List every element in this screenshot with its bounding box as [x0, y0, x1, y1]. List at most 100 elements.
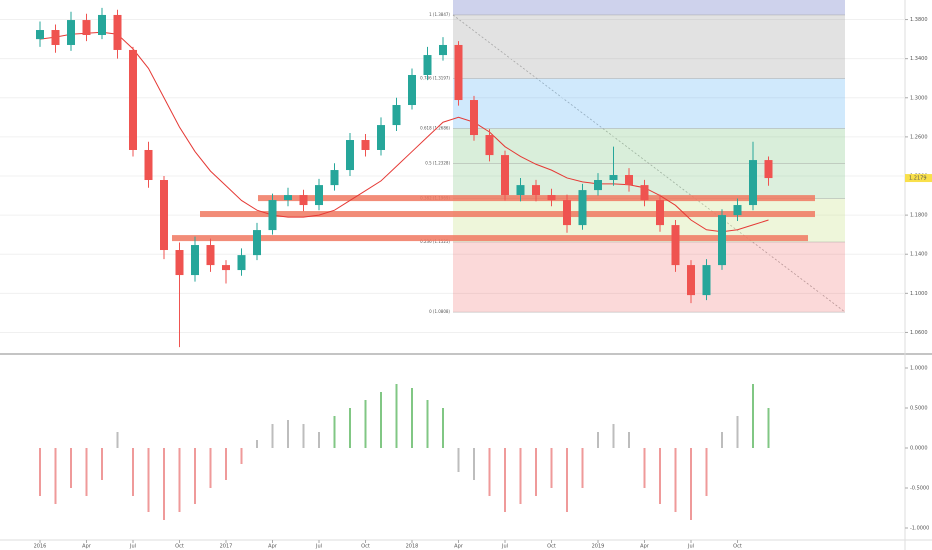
histogram-bar: [240, 448, 243, 464]
candle-body: [346, 140, 354, 171]
histogram-bar: [101, 448, 103, 480]
candle-body: [625, 175, 633, 186]
histogram-bar: [457, 448, 460, 472]
x-tick-label: 2016: [34, 544, 47, 550]
x-tick-label: Oct: [547, 544, 556, 550]
y-tick-label: 1.2600: [910, 134, 928, 140]
y-tick-label: 0.0000: [910, 446, 928, 452]
candle-body: [718, 215, 726, 266]
fib-band: [453, 128, 845, 164]
histogram-bar: [54, 448, 57, 504]
candle-body: [222, 265, 230, 271]
last-price-label: 1.2179: [909, 176, 927, 182]
y-tick-label: 1.1000: [910, 291, 928, 297]
candle-body: [594, 180, 602, 191]
candle-body: [640, 185, 649, 201]
y-tick-label: 1.1800: [910, 213, 928, 219]
candle-body: [160, 180, 168, 251]
histogram-bar: [736, 416, 739, 448]
histogram-bar: [721, 432, 723, 448]
histogram-bar: [333, 416, 336, 448]
histogram-bar: [488, 448, 491, 496]
histogram-bar: [225, 448, 227, 480]
histogram-bar: [163, 448, 165, 520]
candle-body: [454, 44, 463, 101]
x-tick-label: Jul: [315, 544, 322, 550]
fib-band: [453, 78, 845, 129]
y-tick-label: 1.3400: [910, 56, 928, 62]
fib-label: 0.786 (1.3197): [420, 76, 450, 81]
fib-label: 0.618 (1.2686): [420, 125, 450, 130]
histogram-bar: [566, 448, 568, 512]
y-tick-label: 1.1400: [910, 252, 928, 258]
histogram-bar: [504, 448, 506, 512]
y-tick-label: 1.0000: [910, 366, 928, 372]
histogram-bar: [550, 448, 553, 488]
histogram-bar: [705, 448, 708, 496]
histogram-bar: [178, 448, 181, 512]
x-tick-label: Apr: [268, 544, 278, 550]
histogram-bar: [194, 448, 196, 504]
candle-body: [253, 230, 261, 256]
histogram-bar: [581, 448, 584, 488]
histogram-bar: [39, 448, 41, 496]
x-tick-label: 2017: [220, 544, 233, 550]
x-tick-label: Apr: [640, 544, 650, 550]
candle-body: [361, 140, 370, 150]
candle-body: [330, 170, 339, 186]
histogram-bar: [674, 448, 677, 512]
candle-body: [749, 160, 757, 206]
candle-body: [315, 185, 323, 206]
candle-body: [423, 55, 432, 75]
zone: [172, 235, 808, 242]
fib-band: [453, 198, 845, 242]
histogram-bar: [318, 432, 320, 448]
candle-body: [532, 185, 540, 196]
histogram-bar: [659, 448, 661, 504]
candle-body: [51, 30, 60, 45]
fib-band: [453, 14, 845, 79]
candle-body: [237, 255, 246, 271]
x-tick-label: Jul: [129, 544, 136, 550]
histogram-bar: [209, 448, 212, 488]
candle-body: [144, 149, 153, 181]
histogram-bar: [426, 400, 429, 448]
histogram-bar: [256, 440, 258, 448]
candle-body: [656, 200, 664, 226]
candle-body: [67, 20, 75, 45]
y-tick-label: 1.0600: [910, 330, 928, 336]
histogram-bar: [147, 448, 150, 512]
zone: [200, 211, 815, 218]
candle-body: [439, 44, 447, 56]
fib-label: 0 (1.0808): [429, 309, 450, 314]
fib-label: 1 (1.3847): [429, 12, 450, 17]
candle-body: [113, 14, 122, 50]
fib-label: 0.5 (1.2328): [425, 160, 450, 165]
fib-band: [453, 242, 845, 313]
candle-body: [516, 185, 525, 196]
histogram-bar: [752, 384, 754, 448]
candle-body: [671, 225, 680, 266]
candle-body: [609, 175, 618, 181]
histogram-bar: [85, 448, 88, 496]
y-tick-label: -1.0000: [910, 526, 929, 532]
histogram-bar: [395, 384, 398, 448]
histogram-bar: [349, 408, 351, 448]
histogram-bar: [271, 424, 274, 448]
candle-body: [98, 14, 106, 36]
histogram-bar: [690, 448, 692, 520]
candle-body: [547, 195, 556, 201]
candle-body: [733, 205, 742, 216]
x-tick-label: Apr: [454, 544, 464, 550]
histogram-bar: [643, 448, 646, 488]
candle-body: [470, 100, 478, 136]
x-tick-label: Apr: [82, 544, 92, 550]
candle-body: [392, 105, 401, 126]
histogram-bar: [597, 432, 599, 448]
x-tick-label: Oct: [733, 544, 742, 550]
histogram-bar: [364, 400, 367, 448]
histogram-bar: [70, 448, 72, 488]
candle-body: [36, 30, 44, 40]
x-tick-label: Oct: [361, 544, 370, 550]
fib-band: [453, 163, 845, 199]
